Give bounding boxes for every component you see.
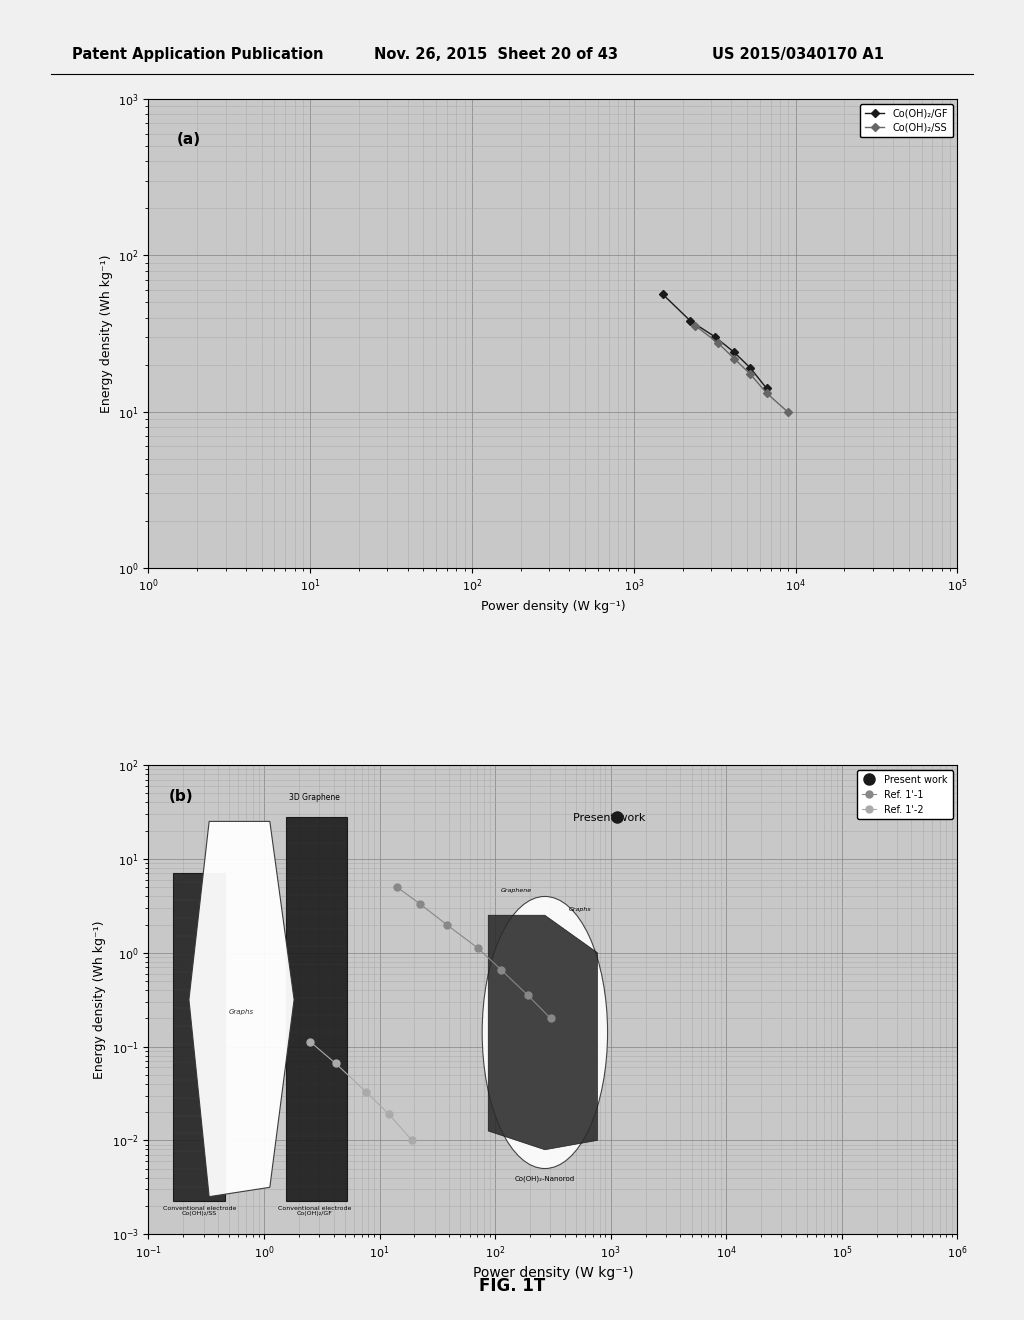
Line: Co(OH)₂/GF: Co(OH)₂/GF — [659, 292, 770, 392]
Ref. 1'-1 — [472, 940, 484, 956]
Co(OH)₂/SS — [728, 351, 740, 367]
Text: Graphs: Graphs — [229, 1008, 254, 1015]
Text: Conventional electrode
Co(OH)₂/SS: Conventional electrode Co(OH)₂/SS — [163, 1205, 237, 1217]
Co(OH)₂/SS — [712, 335, 724, 351]
Ref. 1'-1 — [414, 896, 426, 912]
Line: Ref. 1'-1: Ref. 1'-1 — [393, 883, 554, 1022]
Text: Graphene: Graphene — [501, 888, 531, 892]
Co(OH)₂/SS — [761, 385, 773, 401]
Text: Patent Application Publication: Patent Application Publication — [72, 48, 324, 62]
Text: Present work: Present work — [573, 813, 646, 824]
Co(OH)₂/GF — [761, 380, 773, 396]
Co(OH)₂/SS — [781, 404, 794, 420]
Text: US 2015/0340170 A1: US 2015/0340170 A1 — [712, 48, 884, 62]
Ref. 1'-1 — [495, 962, 507, 978]
Ref. 1'-2 — [359, 1084, 372, 1100]
Ref. 1'-2 — [406, 1133, 418, 1148]
Co(OH)₂/SS — [744, 366, 757, 381]
Text: (a): (a) — [177, 132, 201, 147]
Text: Conventional electrode
Co(OH)₂/GF: Conventional electrode Co(OH)₂/GF — [278, 1205, 351, 1217]
Co(OH)₂/SS — [689, 318, 701, 334]
Text: FIG. 1T: FIG. 1T — [479, 1276, 545, 1295]
Ref. 1'-1 — [440, 916, 453, 932]
Ref. 1'-2 — [383, 1106, 395, 1122]
Ref. 1'-1 — [521, 987, 534, 1003]
Legend: Present work, Ref. 1'-1, Ref. 1'-2: Present work, Ref. 1'-1, Ref. 1'-2 — [857, 770, 952, 820]
FancyBboxPatch shape — [286, 817, 347, 1201]
Ref. 1'-2 — [304, 1034, 316, 1049]
Line: Ref. 1'-2: Ref. 1'-2 — [307, 1039, 416, 1144]
Text: Nov. 26, 2015  Sheet 20 of 43: Nov. 26, 2015 Sheet 20 of 43 — [374, 48, 617, 62]
Polygon shape — [488, 915, 597, 1150]
Line: Co(OH)₂/SS: Co(OH)₂/SS — [692, 322, 791, 414]
X-axis label: Power density (W kg⁻¹): Power density (W kg⁻¹) — [473, 1266, 633, 1280]
Ref. 1'-1 — [545, 1011, 557, 1027]
Co(OH)₂/GF — [744, 360, 757, 376]
Text: (b): (b) — [169, 788, 194, 804]
Text: 3D Graphene: 3D Graphene — [289, 793, 340, 803]
Y-axis label: Energy density (Wh kg⁻¹): Energy density (Wh kg⁻¹) — [99, 255, 113, 413]
Polygon shape — [188, 821, 294, 1197]
Co(OH)₂/GF — [728, 345, 740, 360]
Co(OH)₂/GF — [656, 286, 669, 302]
Y-axis label: Energy density (Wh kg⁻¹): Energy density (Wh kg⁻¹) — [93, 920, 106, 1078]
Ref. 1'-2 — [330, 1056, 342, 1072]
X-axis label: Power density (W kg⁻¹): Power density (W kg⁻¹) — [480, 601, 626, 612]
Text: Co(OH)₂-Nanorod: Co(OH)₂-Nanorod — [515, 1175, 574, 1181]
Co(OH)₂/GF — [709, 329, 721, 345]
Text: Graphs: Graphs — [569, 907, 592, 912]
Legend: Co(OH)₂/GF, Co(OH)₂/SS: Co(OH)₂/GF, Co(OH)₂/SS — [860, 104, 952, 137]
Ellipse shape — [482, 896, 607, 1168]
Ref. 1'-1 — [391, 879, 403, 895]
FancyBboxPatch shape — [173, 873, 225, 1201]
Co(OH)₂/GF — [684, 313, 696, 329]
